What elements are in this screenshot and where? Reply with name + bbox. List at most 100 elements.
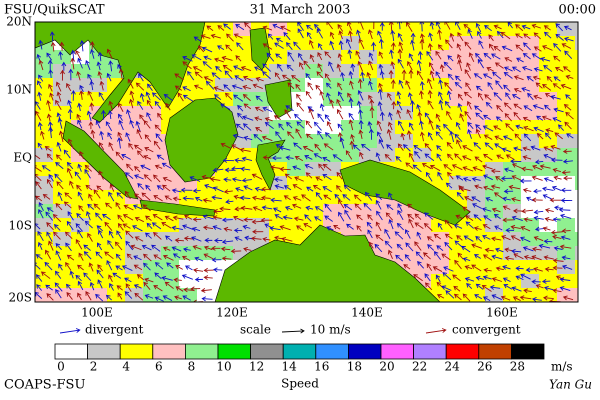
speed-cell [107,148,125,162]
wind-arrow [543,295,554,301]
wind-arrow [550,157,563,163]
wind-arrow [356,214,363,221]
wind-arrow [273,177,283,183]
speed-cell [161,260,179,274]
colorbar-box [184,343,219,360]
wind-arrow [49,92,54,101]
speed-cell [431,260,449,274]
wind-arrow [397,120,405,132]
wind-arrow [424,142,432,152]
wind-arrow [296,93,302,102]
wind-arrow [522,116,532,122]
wind-arrow [324,73,331,82]
wind-arrow [482,234,491,240]
wind-arrow [275,53,282,59]
wind-arrow [504,57,513,62]
speed-cell [71,232,89,246]
wind-arrow [339,137,345,149]
wind-arrow [453,285,461,292]
wind-arrow [390,61,396,70]
wind-arrow [526,75,534,82]
wind-arrow [162,295,173,301]
wind-arrow [552,167,562,173]
wind-arrow [237,112,244,120]
wind-arrow [369,106,375,119]
colorbar-tick-label: 26 [477,360,492,374]
wind-arrow [345,150,353,160]
wind-arrow [298,52,303,61]
wind-arrow [244,235,253,241]
wind-arrow [397,48,403,59]
wind-arrow [314,206,324,212]
wind-arrow [87,73,93,82]
wind-arrow [336,98,342,109]
wind-arrow [429,70,435,81]
wind-arrow [48,69,54,79]
wind-arrow [241,156,253,162]
wind-arrow [54,270,62,279]
wind-arrow [156,154,165,160]
wind-arrow [474,156,483,163]
wind-arrow [368,128,374,140]
wind-arrow [543,239,553,244]
wind-arrow [155,133,163,142]
wind-arrow [503,71,513,79]
wind-arrow [488,43,495,51]
wind-arrow [292,184,302,191]
wind-arrow [404,229,411,239]
wind-arrow [187,70,195,81]
wind-arrow [438,79,444,90]
wind-arrow [503,84,511,92]
speed-cell [341,36,359,50]
wind-arrow [414,222,424,229]
lat-label: 10S [9,219,33,233]
speed-cell [521,232,539,246]
wind-arrow [108,230,114,239]
speed-cell [539,64,557,78]
wind-arrow [336,184,342,193]
speed-cell [341,106,359,120]
wind-arrow [468,52,475,63]
wind-arrow [521,208,534,214]
wind-arrow [212,186,224,193]
wind-arrow [117,137,122,149]
wind-arrow [483,185,494,191]
speed-cell [287,64,305,78]
wind-arrow [37,80,43,89]
speed-cell [557,190,575,204]
wind-arrow [316,71,324,79]
wind-arrow [294,176,304,182]
wind-arrow [77,119,83,129]
wind-arrow [326,92,331,103]
wind-arrow [144,294,154,299]
speed-cell [557,50,575,64]
wind-arrow [134,236,144,242]
wind-arrow [117,292,123,300]
wind-arrow [305,24,313,31]
wind-arrow [96,242,103,251]
wind-arrow [209,176,221,182]
wind-arrow [89,41,95,50]
wind-arrow [326,226,334,231]
wind-arrow [115,253,122,261]
wind-arrow [487,81,494,90]
wind-arrow [161,275,173,281]
wind-arrow [46,52,53,61]
wind-arrow [66,220,74,231]
wind-arrow [543,104,551,111]
speed-cell [35,204,53,218]
colorbar-box [478,343,512,360]
wind-arrow [38,59,44,71]
wind-arrow [319,90,325,101]
speed-cell [431,106,449,120]
wind-arrow [284,173,292,180]
wind-arrow [242,75,254,82]
colorbar-box [152,343,186,360]
wind-arrow [485,101,493,109]
wind-arrow [75,49,82,60]
wind-arrow [462,145,473,152]
colorbar-tick-label: 28 [510,360,525,374]
wind-arrow [38,208,44,219]
wind-arrow [387,121,393,131]
wind-arrow [363,202,372,211]
